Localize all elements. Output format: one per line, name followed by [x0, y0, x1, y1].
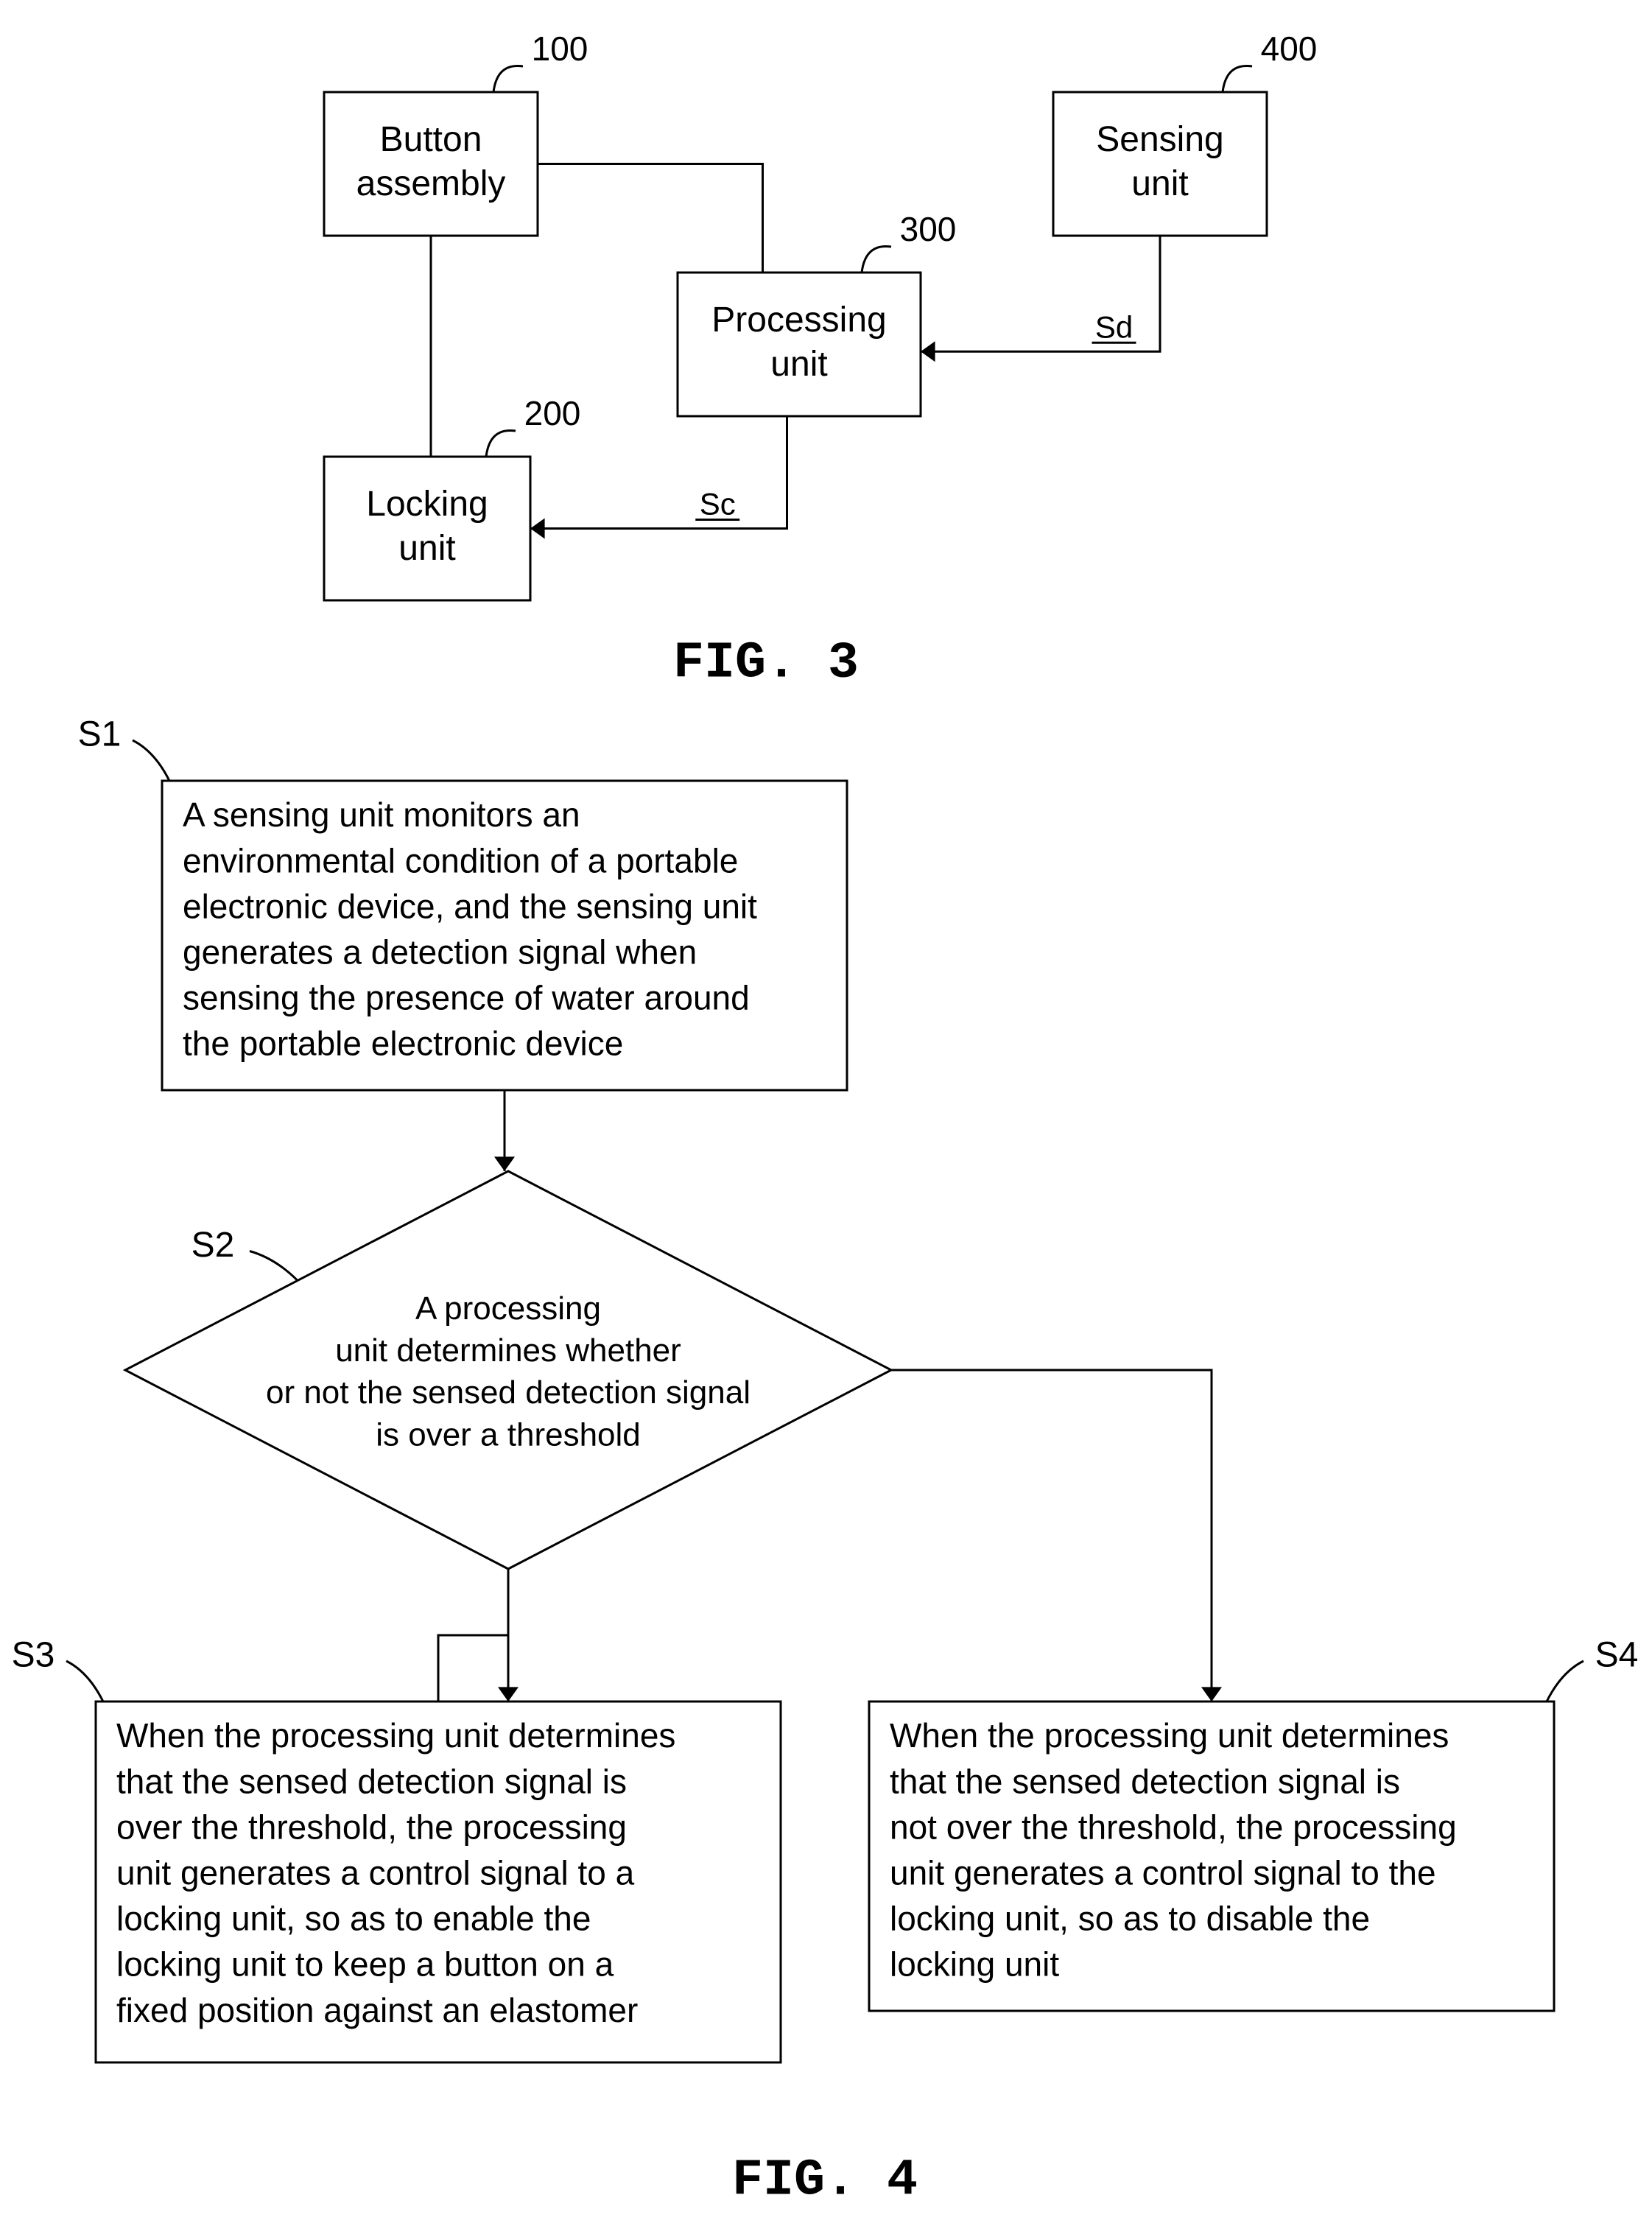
svg-text:Sc: Sc [700, 487, 736, 522]
svg-text:unit: unit [398, 529, 455, 568]
svg-text:locking unit, so as to disable: locking unit, so as to disable the [890, 1900, 1370, 1938]
svg-text:unit generates a control signa: unit generates a control signal to the [890, 1853, 1436, 1892]
svg-text:100: 100 [532, 29, 588, 68]
svg-text:When the processing unit deter: When the processing unit determines [116, 1716, 675, 1755]
svg-text:S1: S1 [78, 715, 122, 754]
svg-text:When the processing unit deter: When the processing unit determines [890, 1716, 1449, 1755]
svg-text:200: 200 [524, 394, 581, 432]
svg-text:unit: unit [1131, 164, 1188, 203]
svg-text:A processing: A processing [415, 1290, 601, 1327]
svg-text:Sd: Sd [1095, 309, 1133, 344]
svg-text:FIG. 4: FIG. 4 [732, 2152, 918, 2210]
svg-text:or not the sensed detection si: or not the sensed detection signal [266, 1374, 751, 1411]
svg-text:sensing the presence of water: sensing the presence of water around [183, 979, 750, 1017]
svg-text:Locking: Locking [366, 485, 488, 524]
svg-text:S3: S3 [12, 1636, 55, 1675]
svg-text:electronic device, and the sen: electronic device, and the sensing unit [183, 887, 757, 925]
svg-text:FIG. 3: FIG. 3 [673, 634, 859, 692]
svg-text:over the threshold, the proces: over the threshold, the processing [116, 1808, 627, 1846]
svg-text:Processing: Processing [711, 301, 886, 340]
svg-text:unit generates a control signa: unit generates a control signal to a [116, 1853, 635, 1892]
svg-text:is over a threshold: is over a threshold [376, 1416, 641, 1453]
svg-text:A sensing unit monitors an: A sensing unit monitors an [183, 796, 580, 834]
svg-text:not over the threshold, the pr: not over the threshold, the processing [890, 1808, 1457, 1846]
svg-text:assembly: assembly [356, 164, 506, 203]
svg-text:environmental condition of a p: environmental condition of a portable [183, 841, 738, 879]
svg-text:S4: S4 [1595, 1636, 1639, 1675]
svg-text:unit determines whether: unit determines whether [335, 1332, 681, 1369]
svg-text:S2: S2 [191, 1226, 235, 1265]
svg-text:locking unit, so as to enable: locking unit, so as to enable the [116, 1900, 591, 1938]
svg-text:fixed position against an elas: fixed position against an elastomer [116, 1991, 638, 2029]
svg-text:the portable electronic device: the portable electronic device [183, 1025, 623, 1063]
svg-text:that the sensed detection sign: that the sensed detection signal is [116, 1762, 627, 1800]
svg-text:Sensing: Sensing [1096, 120, 1223, 159]
svg-text:400: 400 [1261, 29, 1318, 68]
svg-text:unit: unit [770, 345, 827, 384]
svg-text:locking unit: locking unit [890, 1945, 1059, 1984]
svg-text:that the sensed detection sign: that the sensed detection signal is [890, 1762, 1400, 1800]
svg-text:Button: Button [380, 120, 482, 159]
svg-text:locking unit to keep a button: locking unit to keep a button on a [116, 1945, 614, 1984]
svg-text:300: 300 [900, 210, 957, 248]
svg-text:generates a detection signal w: generates a detection signal when [183, 933, 697, 971]
